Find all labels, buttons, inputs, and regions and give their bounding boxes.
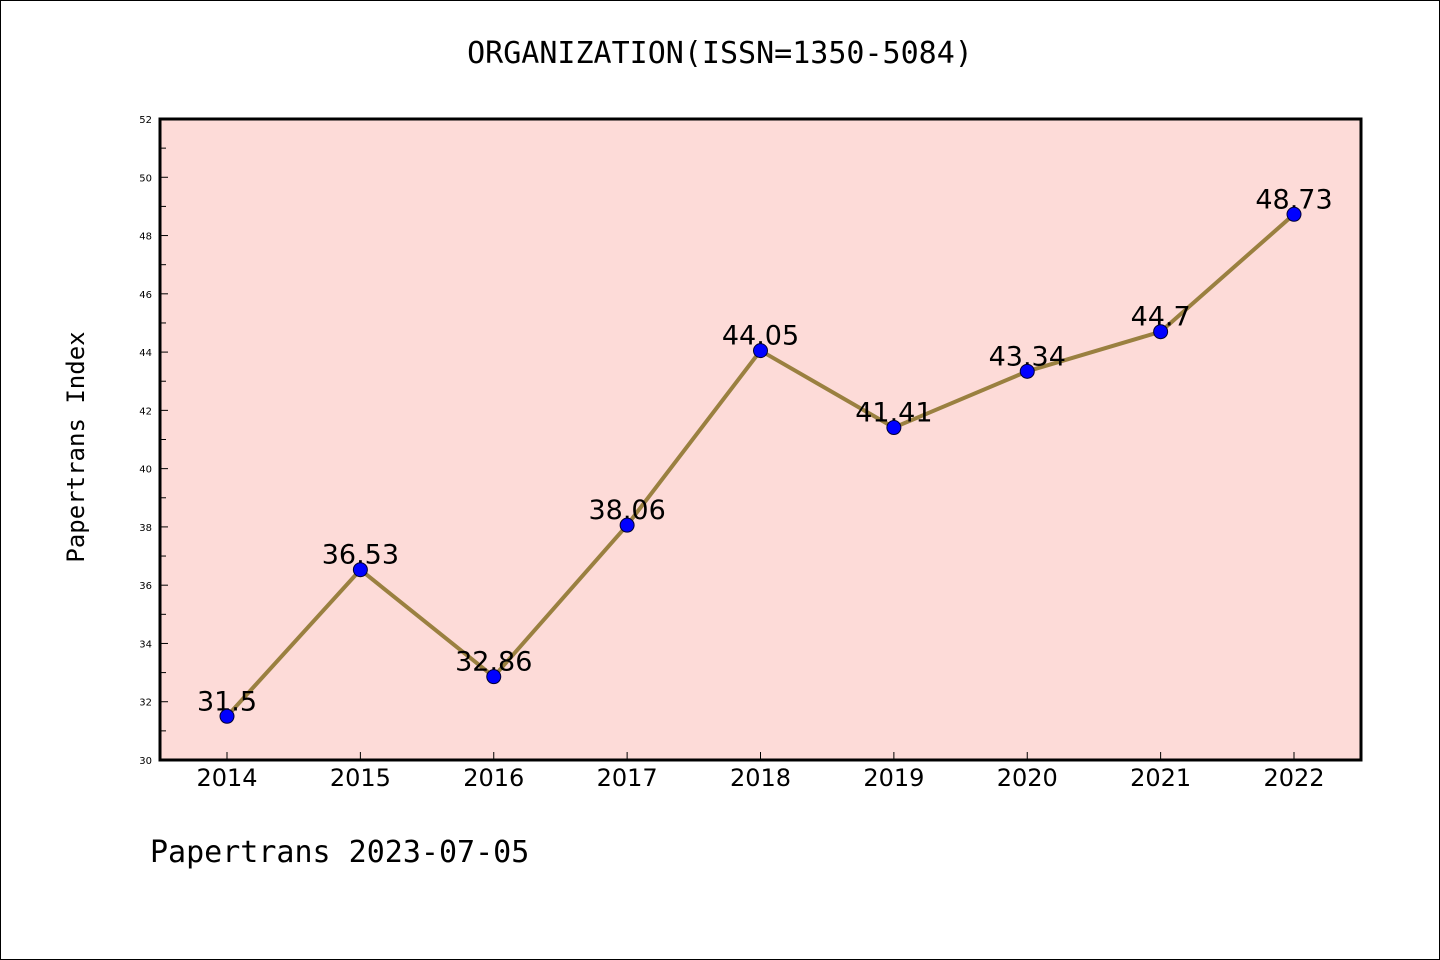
y-tick-label: 46 [139,290,152,301]
data-point [1153,324,1169,340]
x-tick-label: 2014 [196,764,257,792]
y-tick-label: 44 [139,348,152,359]
x-tick-label: 2016 [463,764,524,792]
chart-title: ORGANIZATION(ISSN=1350-5084) [467,36,973,71]
y-tick-label: 48 [139,232,152,243]
x-axis: 2014 2015 2016 2017 2018 2019 2020 2021 2022 [196,752,1325,792]
plot-area [160,119,1361,760]
x-tick-label: 2019 [863,764,924,792]
y-tick-label: 30 [139,756,152,767]
y-tick-label: 52 [139,115,152,126]
x-tick-label: 2021 [1130,764,1191,792]
x-tick-label: 2017 [597,764,658,792]
data-point [1019,363,1035,379]
y-tick-label: 38 [139,523,152,534]
y-tick-label: 32 [139,698,152,709]
y-tick-label: 40 [139,465,152,476]
x-tick-label: 2018 [730,764,791,792]
plot-border [158,117,1363,762]
y-tick-label: 36 [139,581,152,592]
y-tick-label: 34 [139,639,152,650]
y-tick-label: 50 [139,173,152,184]
data-point [486,669,502,685]
data-point [352,562,368,578]
x-tick-label: 2020 [997,764,1058,792]
data-point [219,708,235,724]
footer-text: Papertrans 2023-07-05 [150,835,530,870]
y-tick-label: 42 [139,406,152,417]
data-point [886,420,902,436]
data-point [619,517,635,533]
series-layer: 31.536.5332.8638.0644.0541.4143.3444.748… [197,184,1333,724]
data-point [1286,206,1302,222]
x-tick-label: 2022 [1263,764,1324,792]
x-tick-label: 2015 [330,764,391,792]
data-point [753,343,768,359]
